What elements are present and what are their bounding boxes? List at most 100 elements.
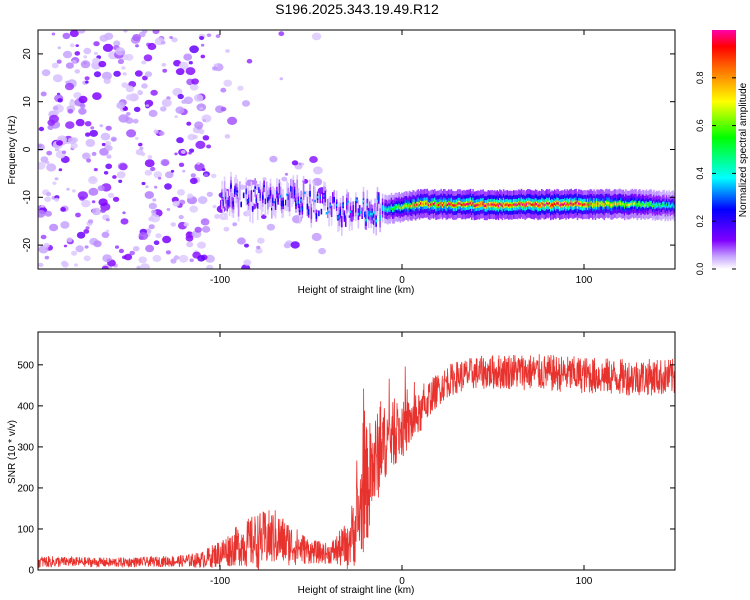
spectrogram-noise-blob	[151, 212, 156, 217]
spectrogram-noise-blob	[164, 183, 172, 190]
spectrogram-noise-blob	[278, 31, 285, 37]
spectrogram-line-cell	[441, 203, 444, 207]
spectrogram-line-cell	[457, 202, 459, 205]
spectrogram-line-cell	[235, 186, 237, 192]
spectrogram-line-cell	[621, 203, 623, 206]
spectrogram-line-cell	[264, 198, 267, 205]
spectrogram-line-cell	[262, 196, 264, 199]
spectrogram-noise-blob	[148, 202, 157, 210]
spectrogram-line-cell	[221, 193, 223, 197]
spectrogram-noise-blob	[38, 126, 45, 132]
spectrogram-noise-blob	[87, 219, 94, 224]
spectrogram-noise-blob	[199, 107, 203, 110]
colorbar-label: Normalized spectral amplitude	[738, 82, 749, 217]
spectrogram-noise-blob	[144, 159, 155, 168]
spectrogram-noise-blob	[174, 115, 178, 118]
spectrogram-line-cell	[310, 207, 313, 220]
spectrogram-line-cell	[376, 200, 379, 203]
spectrogram-noise-blob	[62, 50, 73, 59]
spectrogram-noise-blob	[170, 258, 177, 264]
spectrogram-noise-blob	[179, 61, 189, 70]
spectrogram-noise-blob	[232, 222, 238, 227]
spectrogram-line-cell	[242, 194, 245, 197]
spectrogram-line-cell	[630, 202, 632, 206]
spectrogram-noise-blob	[199, 36, 205, 40]
spectrogram-line-cell	[579, 202, 581, 206]
spectrogram-line-cell	[223, 181, 226, 201]
spectrogram-line-cell	[313, 186, 315, 206]
spectrogram-noise-blob	[178, 254, 189, 263]
spectrogram-noise-blob	[112, 175, 117, 179]
spectrogram-noise-blob	[98, 60, 107, 68]
spectrogram-line-cell	[367, 210, 370, 217]
spectrogram-line-cell	[319, 196, 321, 199]
spectrogram-line-cell	[372, 217, 375, 221]
spectrogram-noise-blob	[46, 192, 52, 197]
spectrogram-line-cell	[454, 204, 456, 207]
spectrogram-line-cell	[523, 203, 525, 206]
spectrogram-noise-blob	[166, 208, 171, 211]
spectrogram-line-cell	[588, 203, 590, 207]
spectrogram-line-cell	[669, 205, 672, 208]
spectrogram-noise-blob	[93, 41, 100, 47]
spectrogram-noise-blob	[188, 61, 193, 65]
spectrogram-line-cell	[565, 204, 567, 207]
spectrogram-line-cell	[267, 198, 269, 202]
spectrogram-y-ticks: -20 -10 0 10 20	[22, 48, 675, 252]
spectrogram-line-cell	[444, 202, 446, 205]
x-tick-label: 100	[576, 576, 593, 587]
spectrogram-line-cell	[657, 204, 659, 207]
spectrogram-noise-blob	[84, 121, 92, 127]
spectrogram-noise-blob	[40, 156, 49, 163]
spectrogram-line-cell	[375, 219, 377, 223]
spectrogram-noise-blob	[71, 59, 77, 64]
spectrogram-noise-blob	[178, 162, 185, 167]
spectrogram-line-cell	[316, 196, 319, 199]
spectrogram-line-cell	[271, 207, 273, 211]
spectrogram-line-cell	[327, 207, 329, 210]
spectrogram-noise-blob	[290, 241, 300, 249]
spectrogram-noise-blob	[194, 226, 202, 233]
spectrogram-line-cell	[450, 202, 453, 205]
y-tick-label: -20	[22, 237, 33, 252]
spectrogram-line-cell	[505, 203, 507, 206]
spectrogram-line-cell	[496, 203, 499, 206]
spectrogram-noise-blob	[188, 151, 192, 155]
spectrogram-line-cell	[530, 203, 533, 206]
spectrogram-noise-blob	[201, 168, 206, 172]
spectrogram-line-cell	[378, 195, 380, 201]
spectrogram-line-cell	[445, 204, 448, 207]
spectrogram-line-cell	[562, 203, 565, 206]
spectrogram-noise-blob	[40, 91, 47, 97]
spectrogram-noise-blob	[85, 80, 89, 84]
spectrogram-noise-blob	[121, 66, 126, 70]
spectrogram-noise-blob	[309, 156, 318, 163]
spectrogram-noise-blob	[140, 152, 146, 156]
spectrogram-noise-blob	[178, 215, 184, 220]
spectrogram-noise-blob	[78, 95, 88, 104]
colorbar-ticks: 0.0 0.2 0.4 0.6 0.8	[695, 72, 736, 275]
spectrogram-noise-blob	[206, 191, 213, 197]
spectrogram-noise-blob	[91, 207, 102, 216]
spectrogram-line-cell	[393, 207, 395, 211]
spectrogram-line-cell	[357, 212, 360, 216]
spectrogram-noise-blob	[255, 247, 263, 254]
spectrogram-noise-blob	[160, 106, 167, 112]
spectrogram-line-cell	[524, 204, 527, 207]
spectrogram-noise-blob	[105, 141, 112, 146]
spectrogram-line-cell	[335, 203, 338, 207]
spectrogram-noise-blob	[66, 187, 70, 191]
spectrogram-line-cell	[314, 199, 316, 203]
spectrogram-noise-blob	[220, 87, 227, 93]
spectrogram-line-cell	[551, 203, 553, 206]
spectrogram-noise-blob	[129, 250, 135, 256]
spectrogram-noise-blob	[311, 232, 322, 242]
spectrogram-line-cell	[553, 202, 556, 205]
spectrogram-noise-blob	[214, 214, 221, 219]
spectrogram-noise-blob	[162, 68, 168, 73]
spectrogram-noise-blob	[57, 46, 61, 50]
spectrogram-line-cell	[356, 199, 358, 202]
spectrogram-noise-blob	[132, 118, 139, 124]
spectrogram-line-cell	[532, 203, 534, 206]
spectrogram-noise-blob	[74, 69, 81, 74]
